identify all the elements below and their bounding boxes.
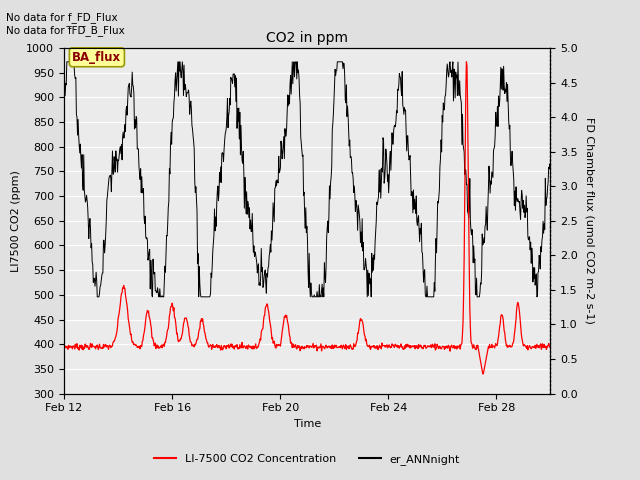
Y-axis label: LI7500 CO2 (ppm): LI7500 CO2 (ppm) (11, 170, 20, 272)
Text: No data for f_FD_Flux: No data for f_FD_Flux (6, 12, 118, 23)
Title: CO2 in ppm: CO2 in ppm (266, 32, 348, 46)
Text: BA_flux: BA_flux (72, 51, 122, 64)
Y-axis label: FD Chamber flux (umol CO2 m-2 s-1): FD Chamber flux (umol CO2 m-2 s-1) (584, 118, 595, 324)
Text: No data for f̅FD̅_B_Flux: No data for f̅FD̅_B_Flux (6, 25, 125, 36)
Legend: LI-7500 CO2 Concentration, er_ANNnight: LI-7500 CO2 Concentration, er_ANNnight (150, 450, 465, 469)
X-axis label: Time: Time (294, 419, 321, 429)
